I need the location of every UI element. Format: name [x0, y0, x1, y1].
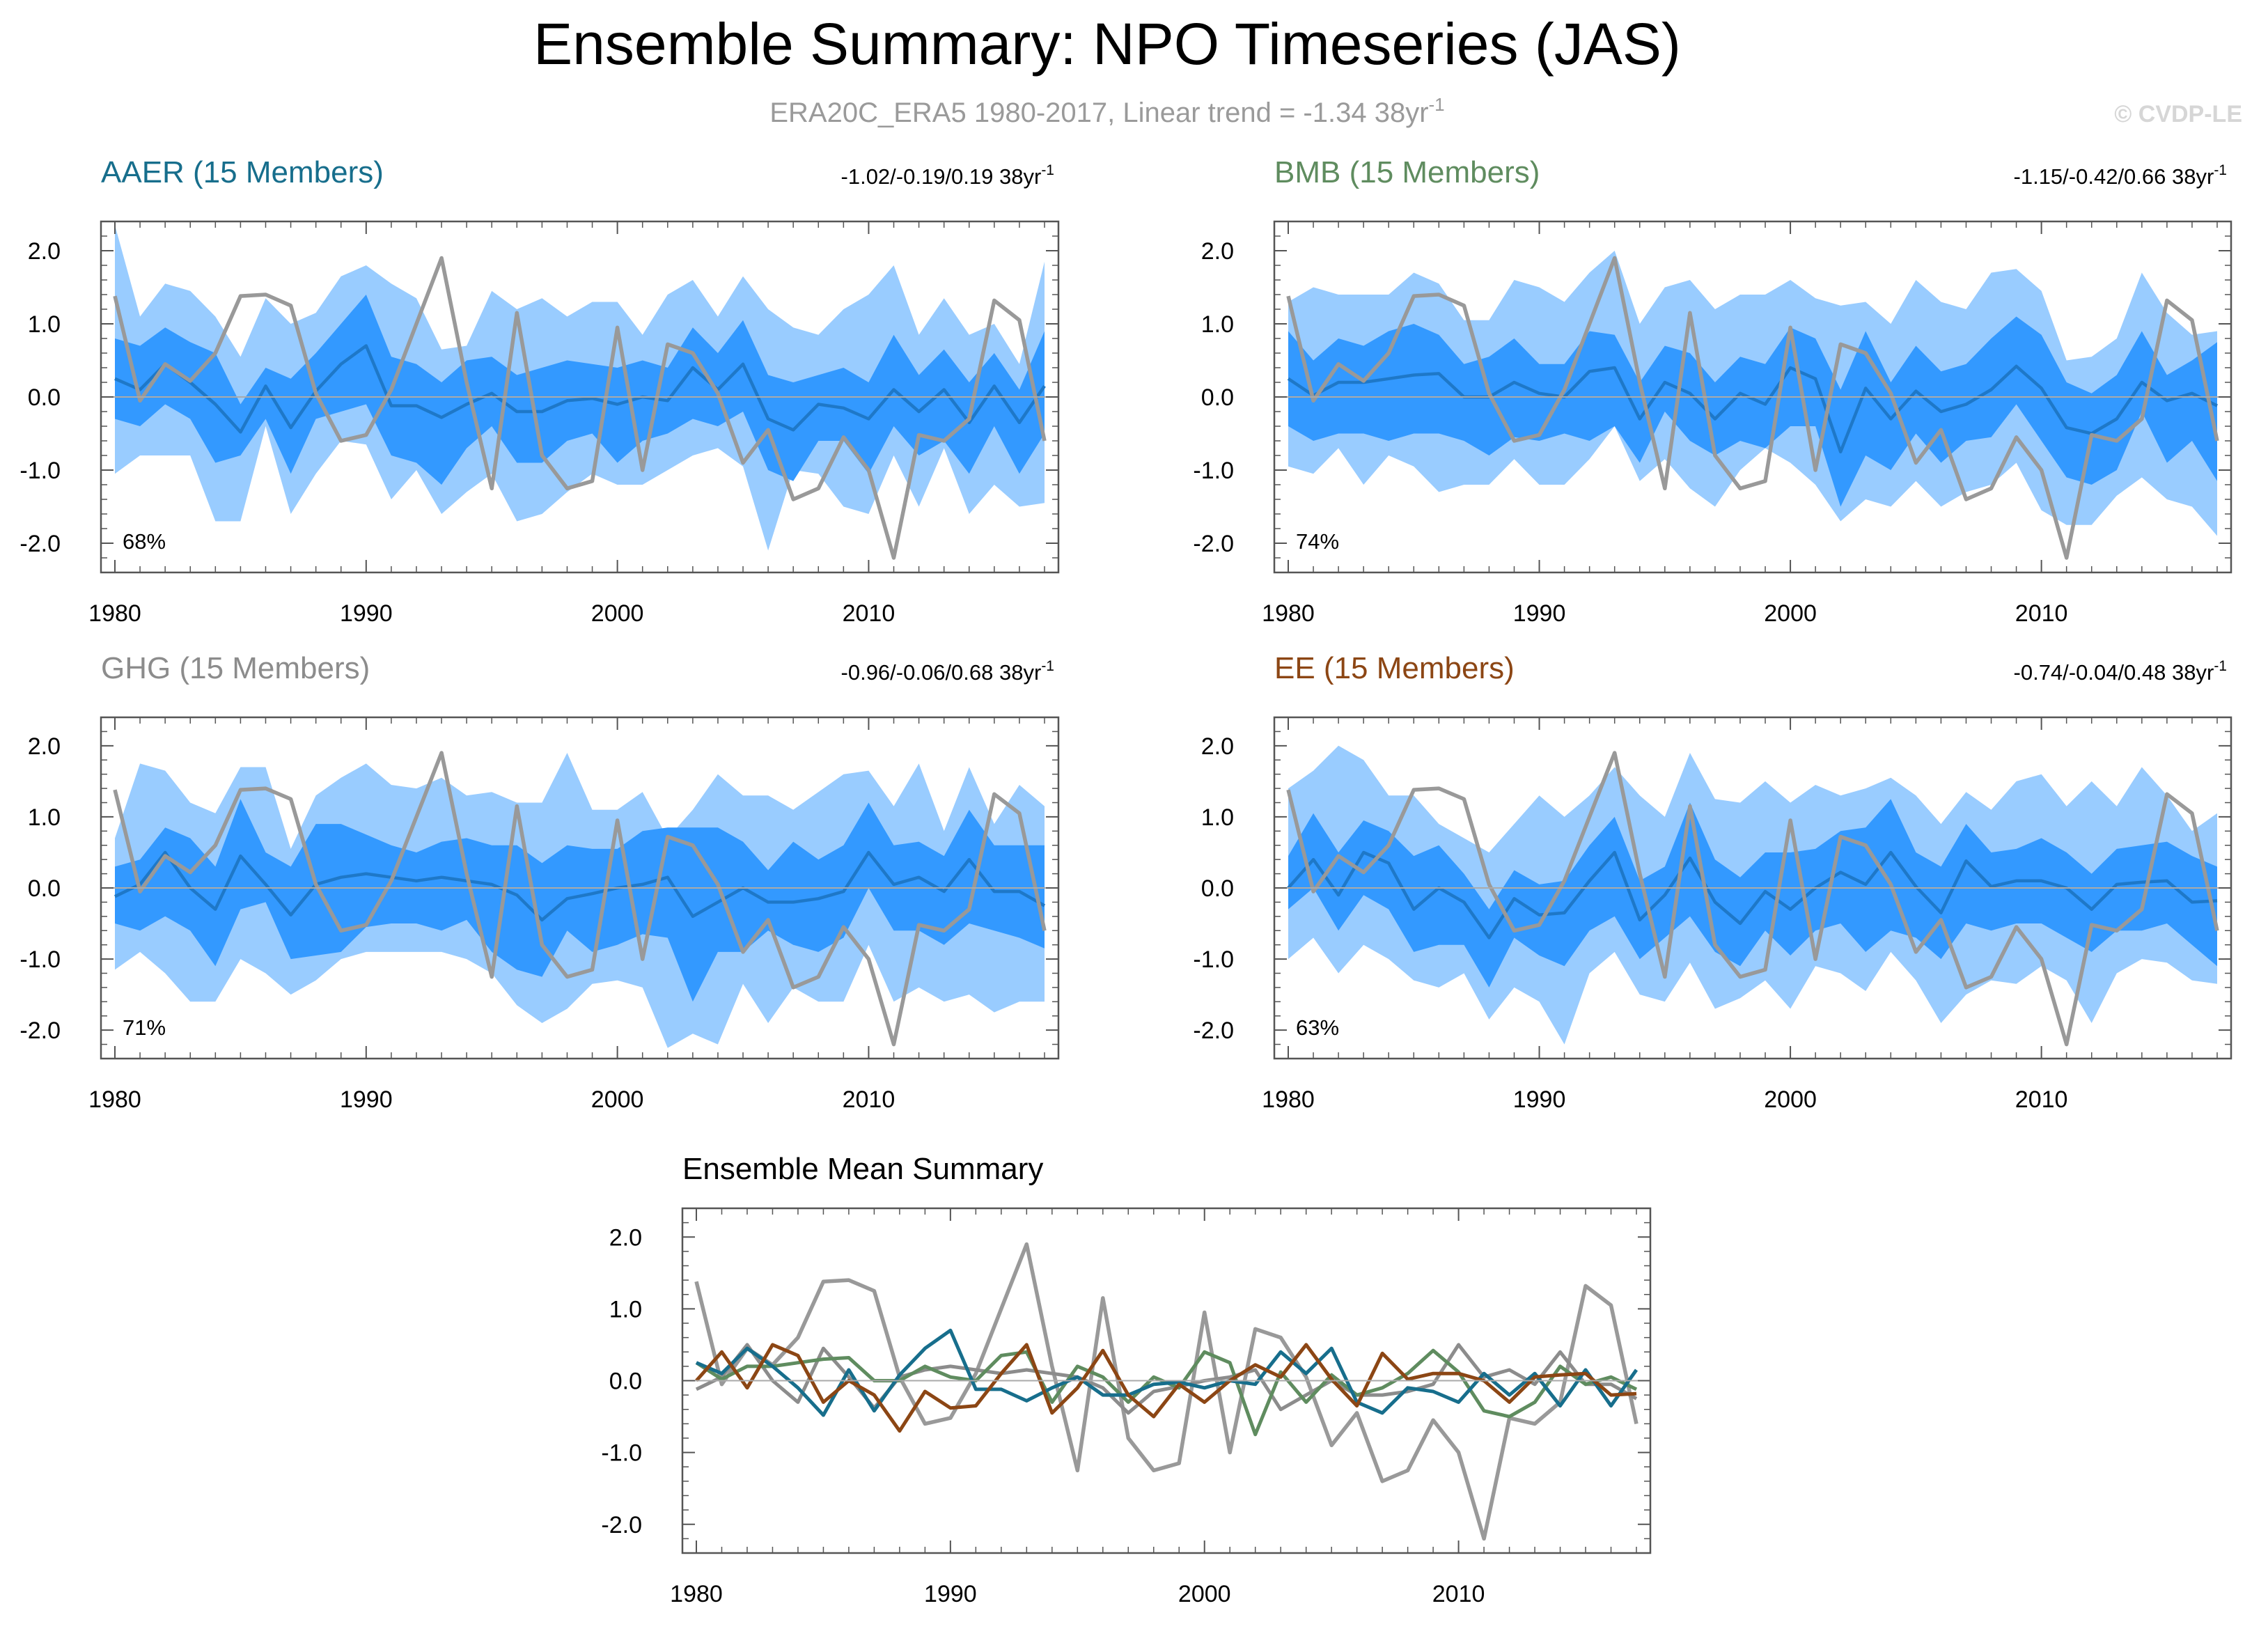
panel-ee-trend-text: -0.74/-0.04/0.48 38yr — [2014, 660, 2214, 685]
summary-x-tick-label: 2000 — [1178, 1581, 1231, 1607]
panel-bmb-x-tick-label: 1980 — [1262, 600, 1315, 627]
panel-aaer-inner-range-band — [115, 295, 1045, 485]
panel-bmb: 2.0 1.0 0.0 -1.0 -2.0 1980 1990 2000 2010 BMB (15… — [1193, 155, 2232, 627]
summary-x-tick-label: 1980 — [670, 1581, 723, 1607]
panel-ghg-trend-label: -0.96/-0.06/0.68 38yr-1 — [841, 658, 1054, 685]
panel-ghg-y-tick-label: 0.0 — [28, 875, 61, 902]
panel-bmb-y-tick-label: -2.0 — [1193, 531, 1234, 557]
panel-aaer-trend-superscript: -1 — [1041, 162, 1054, 178]
panel-aaer-plot-area — [113, 225, 1047, 560]
panel-ghg-y-tick-label: 1.0 — [28, 804, 61, 831]
panel-aaer-trend-label: -1.02/-0.19/0.19 38yr-1 — [841, 162, 1054, 189]
panel-ghg-plot-area — [113, 751, 1047, 1048]
panel-ghg-observed-line — [113, 751, 1047, 1047]
panel-ee-observed-line — [1286, 751, 2219, 1047]
panel-ee-y-tick-label: -2.0 — [1193, 1017, 1234, 1044]
copyright-watermark: © CVDP-LE — [2114, 101, 2242, 127]
panel-bmb-ensemble-mean-line — [1287, 364, 2218, 454]
panel-ee-y-tick-label: 0.0 — [1201, 875, 1234, 902]
summary-y-tick-label: 1.0 — [609, 1296, 642, 1323]
panel-ghg-title: GHG (15 Members) — [101, 651, 370, 685]
panel-bmb-x-tick-label: 2010 — [2015, 600, 2068, 627]
figure-title: Ensemble Summary: NPO Timeseries (JAS) — [533, 11, 1681, 77]
panel-ee-x-tick-label: 1980 — [1262, 1086, 1315, 1113]
summary-y-tick-label: -1.0 — [601, 1440, 642, 1467]
panel-ghg-x-tick-label: 2000 — [591, 1086, 644, 1113]
panel-aaer-y-tick-label: 1.0 — [28, 311, 61, 338]
panel-aaer-x-tick-label: 2010 — [843, 600, 896, 627]
summary-plot-area — [694, 1242, 1639, 1541]
summary-y-tick-label: 2.0 — [609, 1224, 642, 1251]
panel-bmb-percent-label: 74% — [1296, 529, 1339, 554]
panel-ghg-x-tick-label: 1980 — [88, 1086, 141, 1113]
panel-bmb-inner-range-band — [1288, 316, 2217, 507]
panel-bmb-y-tick-label: 1.0 — [1201, 311, 1234, 338]
summary-x-tick-label: 2010 — [1432, 1581, 1485, 1607]
panel-bmb-observed-line — [1286, 256, 2219, 560]
panel-bmb-title: BMB (15 Members) — [1274, 155, 1540, 189]
figure-subtitle: ERA20C_ERA5 1980-2017, Linear trend = -1… — [769, 94, 1444, 128]
panel-bmb-trend-superscript: -1 — [2214, 162, 2227, 178]
panel-ee-title: EE (15 Members) — [1274, 651, 1515, 685]
panel-aaer-observed-line — [113, 256, 1047, 560]
summary-x-tick-label: 1990 — [924, 1581, 977, 1607]
panel-ee-trend-superscript: -1 — [2214, 658, 2227, 674]
ensemble-mean-summary-panel: 2.0 1.0 0.0 -1.0 -2.0 1980 1990 2000 2010 Ensembl… — [601, 1152, 1652, 1607]
panel-bmb-y-tick-label: 0.0 — [1201, 384, 1234, 411]
panel-ee: 2.0 1.0 0.0 -1.0 -2.0 1980 1990 2000 2010 EE (15 … — [1193, 651, 2232, 1113]
panel-ghg-y-tick-label: -1.0 — [19, 946, 61, 973]
panel-bmb-y-tick-label: -1.0 — [1193, 458, 1234, 484]
panel-ghg-trend-superscript: -1 — [1041, 658, 1054, 674]
panel-bmb-trend-label: -1.15/-0.42/0.66 38yr-1 — [2014, 162, 2227, 189]
panel-ee-y-tick-label: 2.0 — [1201, 733, 1234, 760]
summary-title: Ensemble Mean Summary — [682, 1152, 1043, 1186]
panel-aaer-y-tick-label: -2.0 — [19, 531, 61, 557]
subtitle-superscript: -1 — [1429, 94, 1445, 115]
panel-bmb-plot-area — [1286, 251, 2219, 560]
panel-ee-inner-range-band — [1288, 799, 2217, 988]
panel-ghg-trend-text: -0.96/-0.06/0.68 38yr — [841, 660, 1042, 685]
panel-ee-x-tick-label: 2000 — [1764, 1086, 1817, 1113]
panel-ghg: 2.0 1.0 0.0 -1.0 -2.0 1980 1990 2000 2010 GHG (15… — [19, 651, 1060, 1113]
panel-aaer: 2.0 1.0 0.0 -1.0 -2.0 1980 1990 2000 2010 AAER (1… — [19, 155, 1060, 627]
panel-bmb-x-tick-label: 1990 — [1513, 600, 1566, 627]
panel-aaer-title: AAER (15 Members) — [101, 155, 384, 189]
panels-layer: 2.0 1.0 0.0 -1.0 -2.0 1980 1990 2000 2010 AAER (1… — [19, 155, 2232, 1113]
panel-ghg-y-tick-label: -2.0 — [19, 1017, 61, 1044]
panel-aaer-y-tick-label: 2.0 — [28, 238, 61, 265]
panel-aaer-y-tick-label: 0.0 — [28, 384, 61, 411]
panel-aaer-x-tick-label: 2000 — [591, 600, 644, 627]
panel-bmb-y-tick-label: 2.0 — [1201, 238, 1234, 265]
panel-aaer-percent-label: 68% — [123, 529, 166, 554]
panel-ghg-ensemble-mean-line — [114, 850, 1046, 922]
panel-aaer-y-tick-label: -1.0 — [19, 458, 61, 484]
panel-ee-percent-label: 63% — [1296, 1015, 1339, 1040]
panel-ee-y-tick-label: 1.0 — [1201, 804, 1234, 831]
subtitle-text: ERA20C_ERA5 1980-2017, Linear trend = -1… — [769, 98, 1428, 128]
summary-y-tick-label: -2.0 — [601, 1512, 642, 1538]
summary-observed-line — [694, 1242, 1639, 1541]
panel-bmb-x-tick-label: 2000 — [1764, 600, 1817, 627]
panel-ee-y-tick-label: -1.0 — [1193, 946, 1234, 973]
panel-ghg-x-tick-label: 1990 — [340, 1086, 393, 1113]
summary-y-tick-label: 0.0 — [609, 1368, 642, 1395]
panel-aaer-ensemble-mean-line — [114, 344, 1046, 434]
summary-ee-mean-line — [695, 1343, 1637, 1433]
panel-ee-x-tick-label: 2010 — [2015, 1086, 2068, 1113]
panel-aaer-trend-text: -1.02/-0.19/0.19 38yr — [841, 164, 1042, 189]
panel-ghg-percent-label: 71% — [123, 1015, 166, 1040]
panel-aaer-x-tick-label: 1980 — [88, 600, 141, 627]
panel-ghg-y-tick-label: 2.0 — [28, 733, 61, 760]
panel-ghg-inner-range-band — [115, 799, 1045, 1002]
panel-bmb-trend-text: -1.15/-0.42/0.66 38yr — [2014, 164, 2214, 189]
panel-aaer-x-tick-label: 1990 — [340, 600, 393, 627]
panel-ee-ensemble-mean-line — [1287, 850, 2218, 939]
panel-ee-plot-area — [1286, 745, 2219, 1047]
panel-ee-x-tick-label: 1990 — [1513, 1086, 1566, 1113]
panel-ee-trend-label: -0.74/-0.04/0.48 38yr-1 — [2014, 658, 2227, 685]
panel-ghg-x-tick-label: 2010 — [843, 1086, 896, 1113]
